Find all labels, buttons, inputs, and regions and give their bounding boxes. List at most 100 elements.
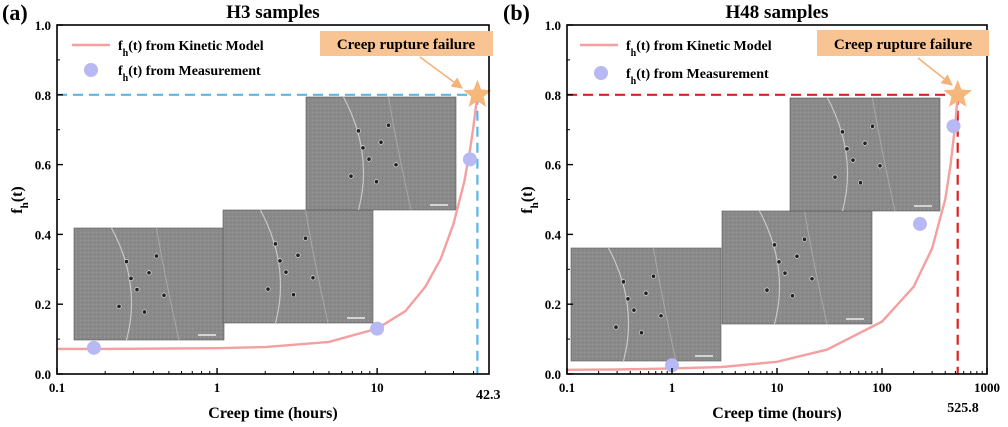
- y-tick-label: 0.6: [35, 158, 52, 173]
- cavity: [794, 253, 800, 259]
- cavity: [643, 290, 649, 296]
- x-tick-label: 0.1: [559, 380, 575, 395]
- cavity: [302, 235, 309, 241]
- y-axis-label: fh(t): [9, 186, 31, 213]
- annotation-arrow: [917, 57, 953, 86]
- y-tick-label: 0.8: [35, 88, 52, 103]
- panel-label: (b): [503, 0, 530, 25]
- x-tick-label: 1000: [974, 380, 1000, 395]
- cavity: [850, 157, 856, 163]
- cavity: [631, 307, 637, 313]
- failure-time-label: 42.3: [476, 388, 501, 403]
- grain-boundary: [342, 96, 365, 211]
- y-tick-label: 0.4: [545, 227, 562, 242]
- sem-micrograph-2: [721, 210, 873, 325]
- panel-h3: (a) H3 samples 0.1 1 100.00.20.40.60.81.0 …: [2, 0, 501, 422]
- cavity: [385, 122, 392, 128]
- legend: fh(t) from Kinetic Model fh(t) from Meas…: [72, 39, 264, 84]
- cavity: [290, 292, 297, 298]
- failure-star-marker: [943, 79, 972, 107]
- grain-boundary: [758, 210, 781, 325]
- data-point-measurement: [370, 321, 385, 336]
- cavity: [295, 252, 301, 258]
- annotation-label: Creep rupture failure: [337, 37, 476, 53]
- sem-micrograph-1: [570, 247, 722, 362]
- y-axis-label: fh(t): [519, 186, 541, 213]
- cavity: [378, 139, 384, 145]
- cavity: [789, 293, 796, 299]
- x-axis-label: Creep time (hours): [208, 405, 337, 422]
- cavity: [801, 236, 808, 242]
- sem-micrographs: [570, 97, 941, 362]
- plot-area: [57, 79, 492, 374]
- cavity: [839, 129, 846, 135]
- annotation-callout: Creep rupture failure: [320, 31, 493, 89]
- y-tick-label: 0.4: [35, 227, 52, 242]
- legend: fh(t) from Kinetic Model fh(t) from Meas…: [580, 39, 772, 87]
- cavity: [650, 273, 657, 279]
- grain-boundary: [826, 97, 849, 212]
- y-tick-label: 0.0: [545, 367, 561, 382]
- cavity: [116, 303, 122, 309]
- annotation-box: [320, 31, 493, 56]
- cavity: [355, 128, 362, 134]
- cavity: [877, 163, 883, 169]
- y-tick-label: 0.2: [545, 297, 561, 312]
- sem-micrograph-1: [73, 227, 225, 341]
- panel-label: (a): [2, 0, 28, 25]
- legend-label-model: fh(t) from Kinetic Model: [118, 39, 264, 59]
- x-tick-label: 10: [371, 380, 384, 395]
- annotation-callout: Creep rupture failure: [817, 30, 989, 86]
- cavity: [638, 330, 645, 336]
- sem-image: [73, 227, 225, 341]
- failure-star-marker: [463, 79, 492, 107]
- cavity: [310, 275, 316, 281]
- cavity: [613, 324, 619, 330]
- chart-title: H48 samples: [726, 2, 829, 23]
- data-point-measurement: [946, 119, 961, 134]
- cavity: [857, 180, 864, 186]
- sem-image: [721, 210, 873, 325]
- data-point-measurement: [462, 152, 477, 167]
- cavity: [776, 259, 782, 265]
- cavity: [134, 287, 140, 293]
- legend-label-measurement: fh(t) from Measurement: [626, 67, 769, 87]
- legend-marker-swatch: [84, 63, 98, 77]
- data-point-measurement: [912, 216, 927, 231]
- cavity: [869, 123, 876, 129]
- grain-boundary: [156, 227, 180, 341]
- cavity: [153, 253, 160, 259]
- axes: 0.1 1 10 0.0 0.2 0.4 0.6 0.8 1.0: [35, 18, 490, 395]
- cavity: [658, 313, 664, 319]
- cavity: [393, 162, 399, 168]
- sem-micrograph-3: [305, 96, 457, 211]
- panel-h48: (b) H48 samples 0.1 1 10 100 10000.00.20.40.…: [503, 0, 1000, 422]
- cavity: [809, 276, 815, 282]
- y-tick-label: 1.0: [545, 18, 561, 33]
- sem-micrographs: [73, 96, 457, 341]
- axes: 0.1 1 10 100 1000 0.0 0.2 0.4 0.6 0.8 1.0: [545, 18, 1000, 395]
- y-tick-label: 0.8: [545, 88, 562, 103]
- cavity: [277, 258, 283, 264]
- cavity: [366, 156, 372, 162]
- legend-label-measurement: fh(t) from Measurement: [118, 64, 261, 84]
- cavity: [123, 259, 130, 265]
- sem-micrograph-2: [222, 209, 374, 324]
- cavity: [832, 174, 838, 180]
- data-point-measurement: [86, 340, 101, 355]
- annotation-label: Creep rupture failure: [834, 37, 973, 53]
- cavity: [625, 296, 631, 302]
- cavity: [272, 241, 279, 247]
- cavity: [141, 309, 148, 315]
- x-tick-label: 100: [872, 380, 892, 395]
- sem-image: [570, 247, 722, 362]
- cavity: [844, 146, 850, 152]
- grain-boundary: [804, 210, 828, 325]
- data-point-measurement: [665, 358, 679, 373]
- grain-boundary: [607, 247, 630, 362]
- cavity: [146, 270, 152, 276]
- sem-image: [222, 209, 374, 324]
- grain-boundary: [110, 227, 133, 341]
- y-tick-label: 0.2: [35, 297, 51, 312]
